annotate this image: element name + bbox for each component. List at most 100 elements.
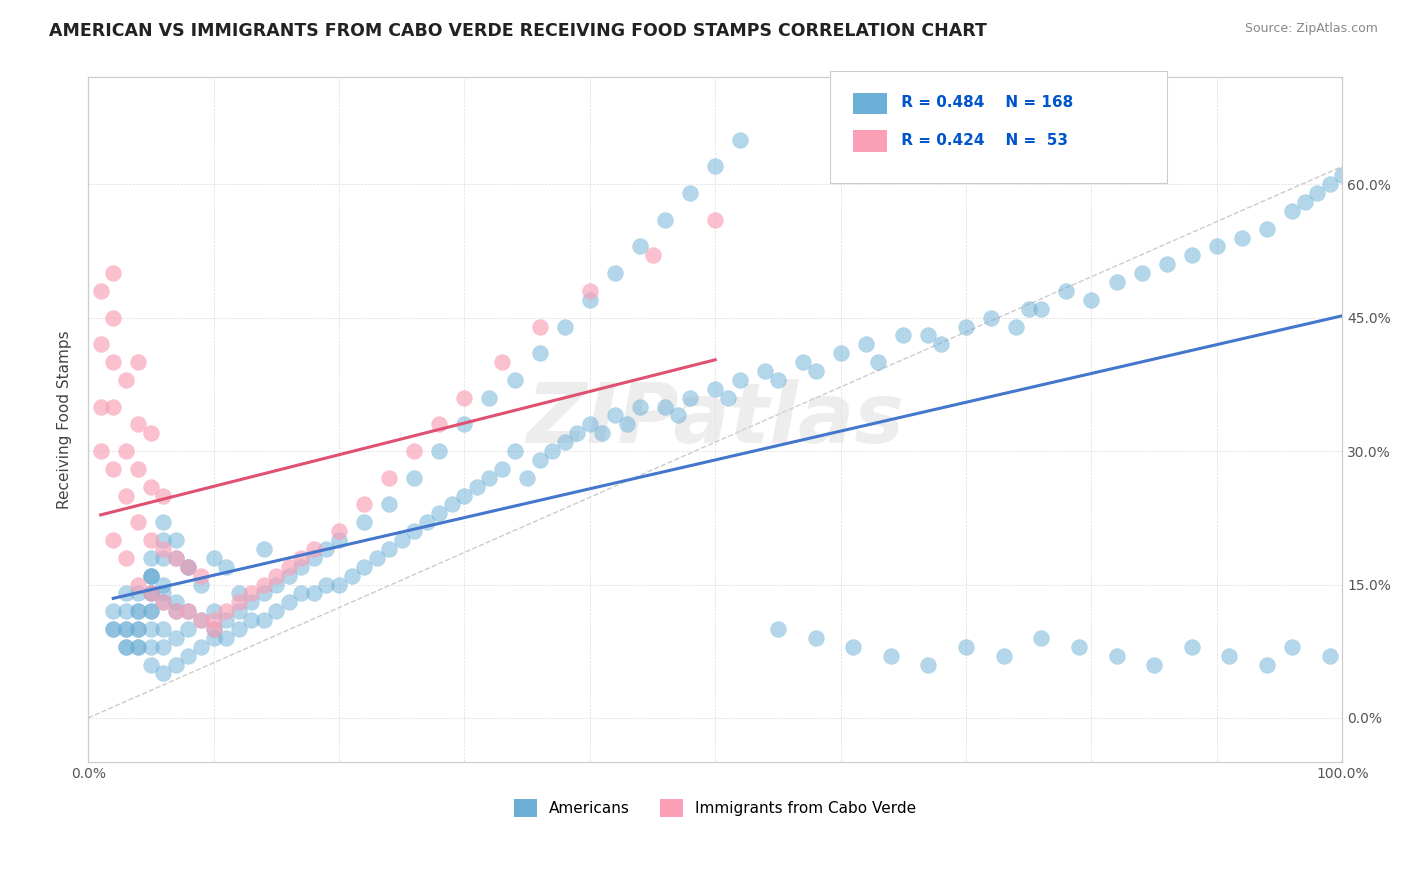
- Point: [654, 400, 676, 414]
- Point: [215, 631, 238, 645]
- Point: [1130, 266, 1153, 280]
- Point: [427, 444, 450, 458]
- Point: [603, 409, 626, 423]
- Point: [240, 586, 263, 600]
- Point: [679, 186, 702, 200]
- Point: [152, 515, 174, 529]
- Point: [190, 577, 212, 591]
- Point: [516, 471, 538, 485]
- Legend: Americans, Immigrants from Cabo Verde: Americans, Immigrants from Cabo Verde: [508, 792, 922, 823]
- Point: [114, 640, 136, 654]
- Point: [139, 568, 162, 582]
- Point: [554, 435, 576, 450]
- Point: [228, 604, 250, 618]
- Point: [202, 631, 225, 645]
- Point: [139, 622, 162, 636]
- Point: [290, 586, 312, 600]
- Point: [139, 426, 162, 441]
- Point: [1067, 640, 1090, 654]
- Point: [302, 541, 325, 556]
- Point: [378, 498, 401, 512]
- Text: R = 0.424    N =  53: R = 0.424 N = 53: [896, 133, 1067, 147]
- Point: [1031, 301, 1053, 316]
- Point: [177, 559, 200, 574]
- Point: [1281, 640, 1303, 654]
- Point: [654, 212, 676, 227]
- Point: [165, 657, 187, 672]
- Point: [378, 471, 401, 485]
- Point: [427, 417, 450, 432]
- Point: [90, 444, 112, 458]
- Point: [855, 337, 877, 351]
- Point: [1018, 301, 1040, 316]
- Point: [366, 550, 388, 565]
- Point: [290, 559, 312, 574]
- Point: [114, 622, 136, 636]
- Point: [114, 622, 136, 636]
- Point: [730, 133, 752, 147]
- Point: [152, 622, 174, 636]
- Text: ZIPatlas: ZIPatlas: [526, 379, 904, 460]
- Point: [139, 604, 162, 618]
- Point: [315, 577, 337, 591]
- Point: [465, 480, 488, 494]
- Point: [1319, 648, 1341, 663]
- Point: [127, 604, 149, 618]
- Point: [139, 568, 162, 582]
- Point: [114, 373, 136, 387]
- Point: [704, 160, 727, 174]
- Point: [215, 613, 238, 627]
- Point: [103, 533, 125, 547]
- Point: [554, 319, 576, 334]
- Point: [730, 373, 752, 387]
- Point: [529, 453, 551, 467]
- Point: [190, 613, 212, 627]
- Point: [165, 533, 187, 547]
- Point: [277, 568, 299, 582]
- Point: [353, 515, 375, 529]
- Point: [1156, 257, 1178, 271]
- Point: [1218, 648, 1240, 663]
- Point: [1319, 177, 1341, 191]
- Point: [202, 613, 225, 627]
- Point: [152, 533, 174, 547]
- Point: [340, 568, 363, 582]
- Point: [90, 337, 112, 351]
- Point: [152, 550, 174, 565]
- Point: [353, 559, 375, 574]
- Point: [766, 622, 789, 636]
- Point: [704, 382, 727, 396]
- Point: [114, 640, 136, 654]
- Point: [1306, 186, 1329, 200]
- Point: [1256, 657, 1278, 672]
- Point: [240, 595, 263, 609]
- Point: [578, 284, 600, 298]
- Point: [127, 577, 149, 591]
- Point: [917, 657, 939, 672]
- Point: [264, 568, 287, 582]
- Point: [190, 568, 212, 582]
- Point: [529, 346, 551, 360]
- Point: [177, 604, 200, 618]
- Point: [103, 622, 125, 636]
- Text: AMERICAN VS IMMIGRANTS FROM CABO VERDE RECEIVING FOOD STAMPS CORRELATION CHART: AMERICAN VS IMMIGRANTS FROM CABO VERDE R…: [49, 22, 987, 40]
- Point: [453, 489, 475, 503]
- Point: [103, 355, 125, 369]
- Point: [478, 391, 501, 405]
- Point: [215, 559, 238, 574]
- Point: [202, 622, 225, 636]
- Point: [804, 364, 827, 378]
- Point: [177, 559, 200, 574]
- Point: [1230, 230, 1253, 244]
- Point: [1181, 640, 1204, 654]
- Point: [404, 471, 426, 485]
- Point: [567, 426, 589, 441]
- Point: [139, 568, 162, 582]
- Point: [152, 595, 174, 609]
- Point: [103, 400, 125, 414]
- Point: [1256, 221, 1278, 235]
- Point: [165, 595, 187, 609]
- Point: [127, 640, 149, 654]
- Point: [127, 640, 149, 654]
- Point: [139, 480, 162, 494]
